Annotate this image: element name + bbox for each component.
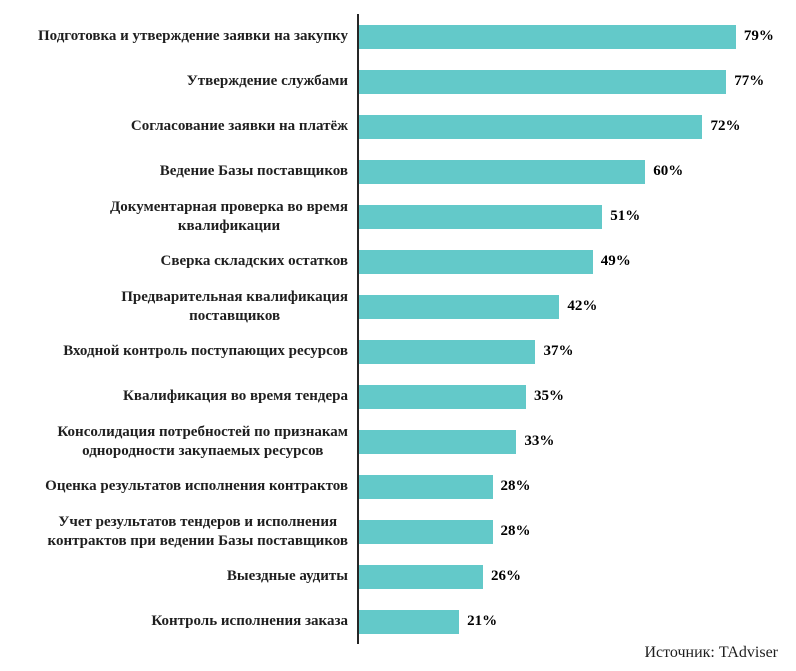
category-label-cell: Подготовка и утверждение заявки на закуп… (0, 27, 357, 46)
bar-cell: 26% (357, 564, 796, 589)
chart-row: Ведение Базы поставщиков 60% (0, 149, 796, 194)
value-label: 42% (567, 298, 598, 314)
bar-cell: 79% (357, 24, 796, 49)
bar-cell: 21% (357, 609, 796, 634)
category-label-cell: Утверждение службами (0, 72, 357, 91)
bar (359, 474, 493, 499)
category-label: Оценка результатов исполнения контрактов (45, 478, 348, 494)
bar (359, 24, 736, 49)
category-label: Выездные аудиты (226, 568, 348, 584)
category-label: Входной контроль поступающих ресурсов (63, 343, 348, 359)
category-label: Утверждение службами (186, 73, 348, 89)
value-label: 37% (543, 343, 574, 359)
category-label-cell: Ведение Базы поставщиков (0, 162, 357, 181)
bar (359, 519, 493, 544)
value-label: 26% (491, 568, 522, 584)
bar (359, 339, 536, 364)
category-label-cell: Оценка результатов исполнения контрактов (0, 477, 357, 496)
bar (359, 249, 593, 274)
bar-cell: 35% (357, 384, 796, 409)
chart-row: Документарная проверка во время квалифик… (0, 194, 796, 239)
bar (359, 564, 484, 589)
category-label: Квалификация во время тендера (123, 388, 348, 404)
bar-cell: 42% (357, 294, 796, 319)
chart-row: Оценка результатов исполнения контрактов… (0, 464, 796, 509)
category-label-cell: Квалификация во время тендера (0, 387, 357, 406)
value-label: 72% (710, 118, 741, 134)
chart-row: Входной контроль поступающих ресурсов 37… (0, 329, 796, 374)
chart-row: Подготовка и утверждение заявки на закуп… (0, 14, 796, 59)
chart-row: Предварительная квалификация поставщиков… (0, 284, 796, 329)
bar (359, 429, 517, 454)
category-label: Подготовка и утверждение заявки на закуп… (37, 28, 348, 44)
category-label: Сверка складских остатков (160, 253, 348, 269)
category-label-cell: Учет результатов тендеров и исполнения к… (0, 513, 357, 551)
bar-cell: 33% (357, 429, 796, 454)
bar (359, 384, 526, 409)
value-label: 21% (467, 613, 498, 629)
chart-row: Квалификация во время тендера 35% (0, 374, 796, 419)
bar (359, 69, 727, 94)
category-label: Консолидация потребностей по признакам о… (57, 423, 348, 459)
category-label-cell: Входной контроль поступающих ресурсов (0, 342, 357, 361)
category-label: Предварительная квалификация поставщиков (121, 288, 348, 324)
category-label-cell: Согласование заявки на платёж (0, 117, 357, 136)
bar-cell: 72% (357, 114, 796, 139)
category-label: Ведение Базы поставщиков (159, 163, 348, 179)
chart-row: Сверка складских остатков 49% (0, 239, 796, 284)
category-label: Документарная проверка во время квалифик… (109, 198, 348, 234)
category-label-cell: Сверка складских остатков (0, 252, 357, 271)
value-label: 35% (533, 388, 564, 404)
bar (359, 609, 460, 634)
chart-rows: Подготовка и утверждение заявки на закуп… (0, 14, 796, 644)
source-caption: Источник: TAdviser (644, 644, 778, 661)
value-label: 28% (500, 523, 531, 539)
bar (359, 294, 560, 319)
category-label-cell: Предварительная квалификация поставщиков (0, 288, 357, 326)
value-label: 79% (743, 28, 774, 44)
bar (359, 114, 703, 139)
chart-row: Утверждение службами 77% (0, 59, 796, 104)
category-label-cell: Выездные аудиты (0, 567, 357, 586)
bar (359, 159, 646, 184)
chart-row: Контроль исполнения заказа 21% (0, 599, 796, 644)
category-label-cell: Контроль исполнения заказа (0, 612, 357, 631)
chart-row: Учет результатов тендеров и исполнения к… (0, 509, 796, 554)
bar-cell: 49% (357, 249, 796, 274)
value-label: 60% (653, 163, 684, 179)
category-label: Контроль исполнения заказа (151, 613, 348, 629)
chart-row: Консолидация потребностей по признакам о… (0, 419, 796, 464)
bar (359, 204, 603, 229)
category-label: Учет результатов тендеров и исполнения к… (47, 513, 348, 549)
chart-row: Согласование заявки на платёж 72% (0, 104, 796, 149)
category-label-cell: Консолидация потребностей по признакам о… (0, 423, 357, 461)
bar-cell: 28% (357, 519, 796, 544)
category-label-cell: Документарная проверка во время квалифик… (0, 198, 357, 236)
bar-cell: 37% (357, 339, 796, 364)
bar-cell: 28% (357, 474, 796, 499)
value-label: 51% (610, 208, 641, 224)
value-label: 33% (524, 433, 555, 449)
bar-cell: 60% (357, 159, 796, 184)
y-axis-line (357, 14, 359, 644)
value-label: 77% (734, 73, 765, 89)
value-label: 49% (600, 253, 631, 269)
category-label: Согласование заявки на платёж (130, 118, 348, 134)
bar-cell: 51% (357, 204, 796, 229)
chart-row: Выездные аудиты 26% (0, 554, 796, 599)
bar-cell: 77% (357, 69, 796, 94)
value-label: 28% (500, 478, 531, 494)
